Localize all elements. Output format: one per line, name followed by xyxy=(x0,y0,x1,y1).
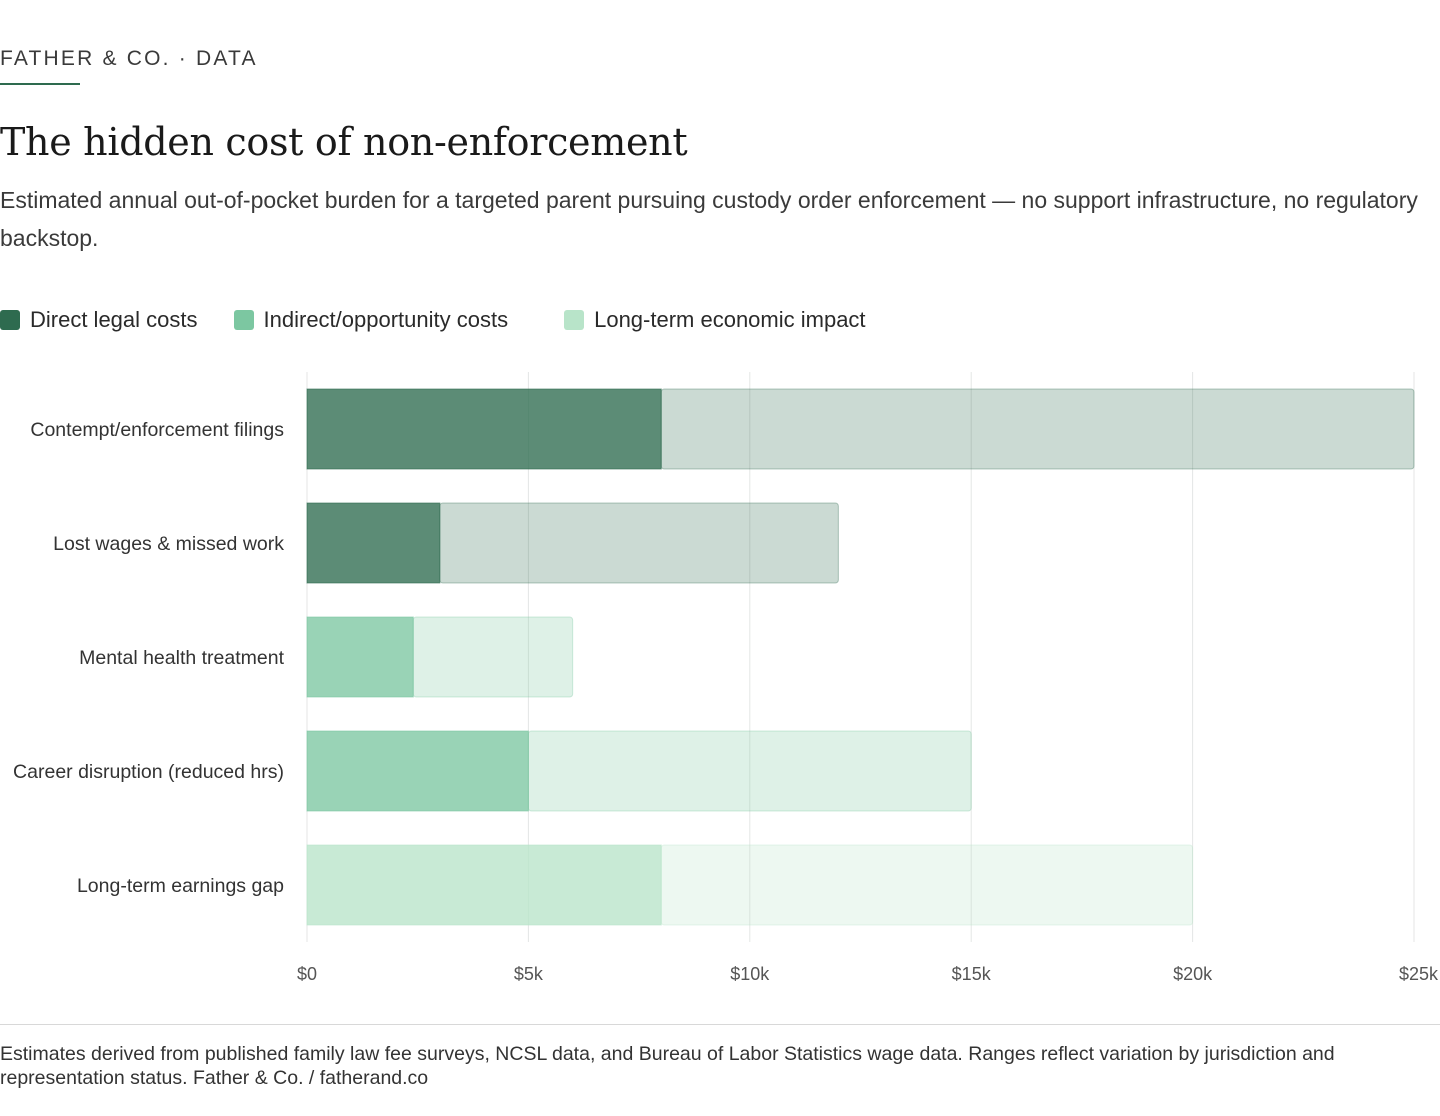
legend-label-indirect-opportunity: Indirect/opportunity costs xyxy=(263,307,509,332)
bar-contempt-enforcement-filings-min xyxy=(306,388,662,470)
category-label-contempt-enforcement-filings: Contempt/enforcement filings xyxy=(30,419,284,441)
footer-divider xyxy=(0,1024,1440,1025)
range-bar-chart: Contempt/enforcement filings Lost wages &… xyxy=(13,372,1439,984)
bar-long-term-earnings-gap-min xyxy=(306,844,662,926)
bar-career-disruption-reduced-hrs-min xyxy=(306,730,529,812)
footer-note: Estimates derived from published family … xyxy=(0,1043,1335,1089)
kicker-underline xyxy=(0,83,80,85)
legend-swatch-indirect-opportunity xyxy=(233,310,254,330)
category-label-mental-health-treatment: Mental health treatment xyxy=(79,647,284,669)
chart-legend: Direct legal costs Indirect/opportunity … xyxy=(0,306,902,334)
bar-mental-health-treatment-range xyxy=(412,616,574,698)
x-tick-label-15k: $15k xyxy=(952,964,992,984)
bar-mental-health-treatment-min xyxy=(306,616,414,698)
legend-label-direct-legal: Direct legal costs xyxy=(30,307,198,332)
legend-swatch-long-term-impact xyxy=(564,310,585,330)
kicker: FATHER & CO. · DATA xyxy=(0,47,258,70)
legend-label-long-term-impact: Long-term economic impact xyxy=(594,307,866,332)
category-label-career-disruption-reduced-hrs: Career disruption (reduced hrs) xyxy=(13,761,284,783)
x-tick-label-10k: $10k xyxy=(730,964,770,984)
chart-title: The hidden cost of non-enforcement xyxy=(0,120,688,164)
legend-item-direct-legal: Direct legal costs xyxy=(0,307,198,333)
legend-swatch-direct-legal xyxy=(0,310,20,330)
category-label-long-term-earnings-gap: Long-term earnings gap xyxy=(77,875,284,897)
bar-contempt-enforcement-filings-range xyxy=(660,388,1415,470)
bar-career-disruption-reduced-hrs-range xyxy=(527,730,972,812)
chart-subtitle: Estimated annual out-of-pocket burden fo… xyxy=(0,187,1418,251)
x-tick-label-5k: $5k xyxy=(514,964,544,984)
x-tick-label-0: $0 xyxy=(297,964,317,984)
legend-item-indirect-opportunity: Indirect/opportunity costs xyxy=(233,307,509,333)
legend-item-long-term-impact: Long-term economic impact xyxy=(564,307,866,333)
x-tick-label-25k: $25k xyxy=(1399,964,1439,984)
x-tick-label-20k: $20k xyxy=(1173,964,1213,984)
bar-long-term-earnings-gap-range xyxy=(660,844,1194,926)
category-label-lost-wages-missed-work: Lost wages & missed work xyxy=(53,533,284,555)
bar-lost-wages-missed-work-min xyxy=(306,502,441,584)
bar-lost-wages-missed-work-range xyxy=(439,502,839,584)
